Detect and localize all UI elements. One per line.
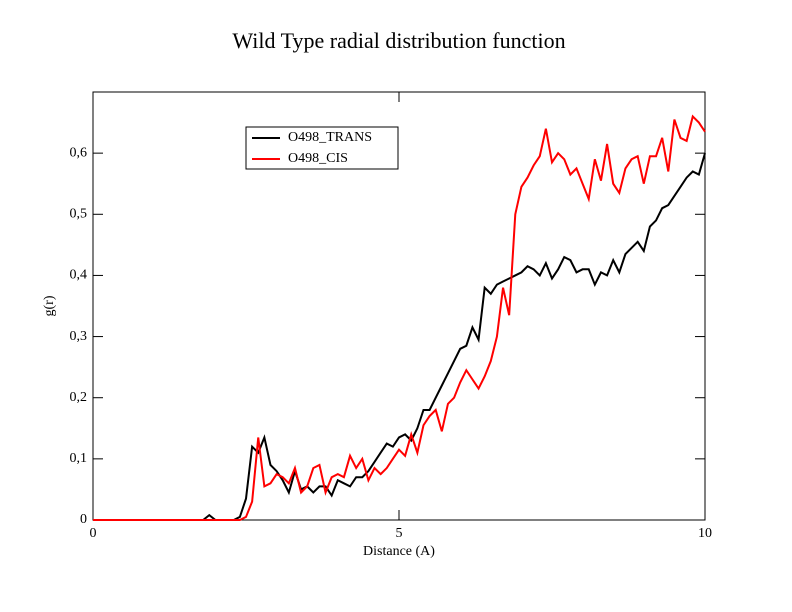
x-tick-label: 0 xyxy=(90,526,97,541)
y-tick-label: 0,5 xyxy=(70,207,88,222)
y-tick-label: 0 xyxy=(80,512,87,527)
legend-box xyxy=(245,126,399,170)
y-tick-label: 0,4 xyxy=(70,268,88,283)
legend-label: O498_CIS xyxy=(288,151,348,166)
x-tick-label: 10 xyxy=(698,526,712,541)
x-axis-label: Distance (A) xyxy=(363,544,435,559)
y-tick-label: 0,3 xyxy=(70,329,88,344)
y-tick-label: 0,6 xyxy=(70,145,88,160)
series-line xyxy=(93,152,706,521)
y-axis-label: g(r) xyxy=(42,295,57,316)
y-tick-label: 0,1 xyxy=(70,451,88,466)
chart-title: Wild Type radial distribution function xyxy=(232,28,565,53)
x-tick-label: 5 xyxy=(396,526,403,541)
series-line xyxy=(93,114,706,521)
legend-label: O498_TRANS xyxy=(288,130,372,145)
y-tick-label: 0,2 xyxy=(70,390,88,405)
